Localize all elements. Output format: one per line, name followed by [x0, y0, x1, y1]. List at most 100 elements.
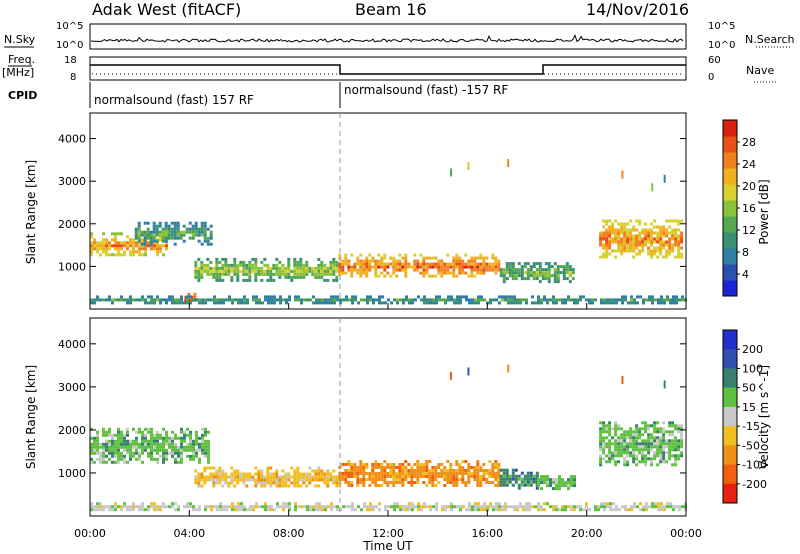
- velocity-cell: [177, 454, 180, 458]
- velocity-cell: [644, 430, 648, 434]
- velocity-cell: [399, 508, 402, 512]
- power-cell: [189, 295, 192, 299]
- velocity-cell: [428, 475, 432, 478]
- velocity-cell: [159, 442, 162, 446]
- power-cell: [656, 240, 660, 244]
- power-cell: [102, 250, 105, 254]
- velocity-cell: [599, 430, 603, 434]
- velocity-cell: [183, 505, 186, 509]
- velocity-cell: [617, 436, 621, 440]
- velocity-cell: [215, 472, 219, 476]
- velocity-cell: [653, 436, 657, 440]
- power-cell: [623, 237, 627, 241]
- velocity-cell: [209, 466, 213, 470]
- power-cell: [389, 274, 393, 278]
- power-cell: [467, 259, 471, 263]
- velocity-cell: [90, 460, 93, 464]
- velocity-cell: [488, 469, 492, 472]
- velocity-cell: [428, 478, 432, 481]
- velocity-cell: [227, 475, 231, 479]
- velocity-cell: [677, 427, 681, 431]
- power-cell: [221, 272, 225, 276]
- velocity-cell: [282, 505, 285, 509]
- power-cell: [153, 298, 156, 302]
- power-cell: [458, 262, 462, 266]
- power-cell: [176, 227, 180, 231]
- velocity-cell: [189, 439, 192, 443]
- velocity-cell: [564, 484, 567, 488]
- power-cell: [102, 298, 105, 302]
- power-cell: [623, 249, 627, 253]
- power-cell: [197, 275, 201, 279]
- velocity-cell: [230, 472, 234, 476]
- velocity-cell: [308, 478, 312, 482]
- velocity-cell: [183, 439, 186, 443]
- colorbar-swatch: [723, 406, 737, 427]
- power-cell: [547, 277, 551, 281]
- power-cell: [659, 225, 663, 229]
- power-cell: [368, 265, 372, 269]
- velocity-cell: [632, 442, 636, 446]
- velocity-cell: [401, 478, 405, 481]
- velocity-cell: [201, 433, 204, 437]
- power-cell: [332, 269, 336, 273]
- velocity-cell: [230, 478, 234, 482]
- velocity-cell: [543, 475, 546, 479]
- power-cell: [504, 295, 507, 299]
- power-cell: [529, 265, 533, 269]
- power-cell: [449, 265, 453, 269]
- power-cell: [591, 298, 594, 302]
- power-cell: [344, 262, 348, 266]
- power-cell: [638, 252, 642, 256]
- velocity-cell: [662, 454, 666, 458]
- power-cell: [348, 298, 351, 302]
- power-cell: [147, 244, 150, 248]
- power-cell: [668, 249, 672, 253]
- power-cell: [620, 231, 624, 235]
- velocity-cell: [180, 439, 183, 443]
- velocity-cell: [324, 508, 327, 512]
- velocity-cell: [312, 505, 315, 509]
- power-cell: [520, 274, 524, 278]
- power-cell: [281, 269, 285, 273]
- velocity-cell: [90, 442, 93, 446]
- power-cell: [458, 271, 462, 275]
- power-cell: [288, 298, 291, 302]
- velocity-cell: [452, 472, 456, 475]
- power-cell: [491, 268, 495, 272]
- velocity-cell: [668, 454, 672, 458]
- power-cell: [270, 301, 273, 305]
- velocity-cell: [558, 475, 561, 479]
- velocity-cell: [117, 427, 120, 431]
- power-cell: [671, 246, 675, 250]
- velocity-cell: [189, 454, 192, 458]
- velocity-cell: [573, 478, 576, 482]
- velocity-cell: [114, 454, 117, 458]
- power-cell: [245, 266, 249, 270]
- velocity-cell: [653, 442, 657, 446]
- velocity-cell: [281, 484, 285, 488]
- velocity-cell: [529, 474, 533, 478]
- power-cell: [323, 278, 327, 282]
- velocity-cell: [410, 469, 414, 472]
- velocity-cell: [147, 430, 150, 434]
- velocity-cell: [461, 466, 465, 469]
- power-cell: [165, 244, 168, 248]
- power-cell: [447, 298, 450, 302]
- power-cell: [245, 263, 249, 267]
- power-cell: [452, 271, 456, 275]
- power-cell: [141, 238, 144, 242]
- power-cell: [459, 295, 462, 299]
- power-cell: [126, 241, 129, 245]
- velocity-cell: [537, 502, 540, 506]
- velocity-cell: [302, 472, 306, 476]
- power-cell: [191, 230, 195, 234]
- velocity-cell: [168, 451, 171, 455]
- velocity-cell: [650, 436, 654, 440]
- power-cell: [170, 221, 174, 225]
- velocity-cell: [491, 475, 495, 478]
- power-cell: [365, 271, 369, 275]
- velocity-cell: [456, 505, 459, 509]
- velocity-cell: [398, 472, 402, 475]
- power-cell: [168, 298, 171, 302]
